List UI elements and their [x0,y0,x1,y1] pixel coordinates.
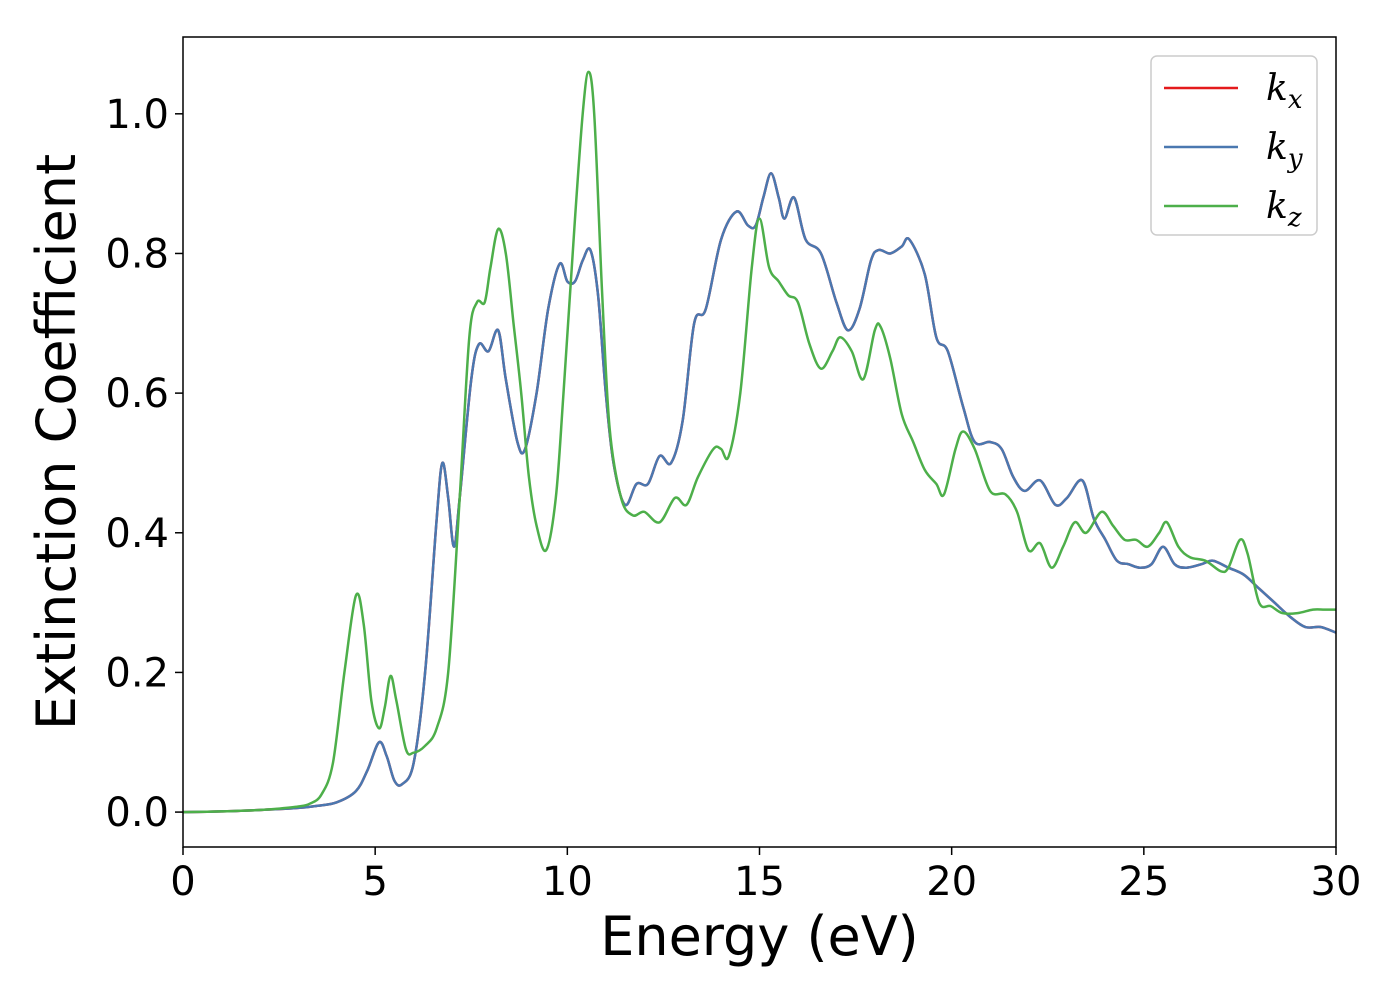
legend-label-base: k [1266,127,1288,168]
x-axis-title: Energy (eV) [600,905,919,968]
y-tick-label: 0.8 [105,231,169,277]
y-tick-label: 0.6 [105,371,169,417]
y-axis-title: Extinction Coefficient [25,154,88,730]
legend-label-x: kx [1266,68,1303,115]
y-tick-label: 0.0 [105,790,169,836]
legend-label-z: kz [1266,186,1302,233]
x-tick-label: 10 [542,859,593,905]
series-line-z [182,70,1336,814]
plot-lines [182,70,1337,814]
legend-box [1150,55,1318,236]
x-tick-label: 20 [926,859,977,905]
x-tick-label: 15 [734,859,785,905]
legend-label-base: k [1266,68,1288,109]
x-tick-label: 25 [1118,859,1169,905]
x-axis-ticks: 0 5 10 15 20 25 30 [170,847,1361,905]
legend-label-base: k [1266,186,1288,227]
x-tick-label: 30 [1311,859,1362,905]
y-tick-label: 1.0 [105,92,169,138]
legend-label-subscript: x [1288,85,1303,115]
x-tick-label: 0 [170,859,195,905]
y-tick-label: 0.2 [105,650,169,696]
y-axis-ticks: 0.0 0.2 0.4 0.6 0.8 1.0 [105,92,183,836]
legend-label-subscript: y [1287,144,1303,174]
legend-label-subscript: z [1287,203,1302,233]
x-tick-label: 5 [362,859,387,905]
series-line-y [182,171,1337,814]
legend-label-y: ky [1266,127,1303,174]
y-tick-label: 0.4 [105,511,169,557]
